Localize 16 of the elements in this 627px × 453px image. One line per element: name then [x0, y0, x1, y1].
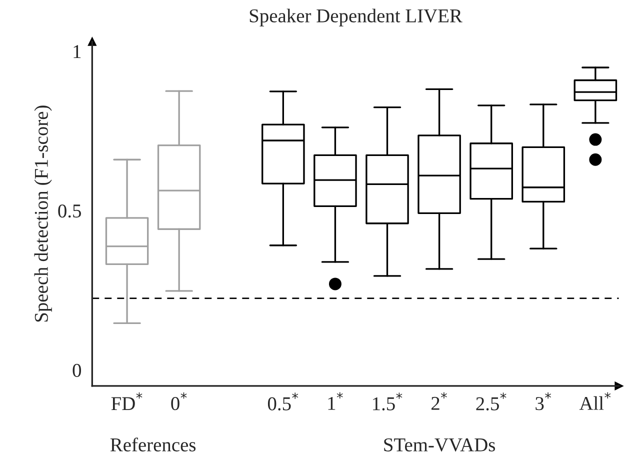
- x-tick-label: 1.5$^{*}$: [373, 392, 402, 410]
- x-tick-label: 2$^{*}$: [432, 392, 447, 410]
- y-tick-label: 1: [74, 45, 81, 58]
- x-tick-label: 3$^{*}$: [536, 392, 552, 410]
- text: References: [110, 438, 196, 452]
- y-axis-title: Speech detection (F1-score): [34, 106, 52, 322]
- x-tick-label: FD$^{*}$: [111, 392, 142, 410]
- text: STem-VVADs: [384, 438, 495, 452]
- x-tick-label: 1$^{*}$: [328, 392, 343, 410]
- y-tick-label: 0.5: [58, 204, 81, 218]
- chart-title: Speaker Dependent LIVER: [250, 8, 462, 26]
- x-tick-label: 2.5$^{*}$: [476, 392, 506, 410]
- x-tick-label: 0.5$^{*}$: [268, 392, 298, 410]
- y-tick-label: 0: [72, 364, 82, 377]
- x-tick-label: All$^{*}$: [579, 392, 611, 410]
- x-tick-label: 0$^{*}$: [171, 392, 187, 410]
